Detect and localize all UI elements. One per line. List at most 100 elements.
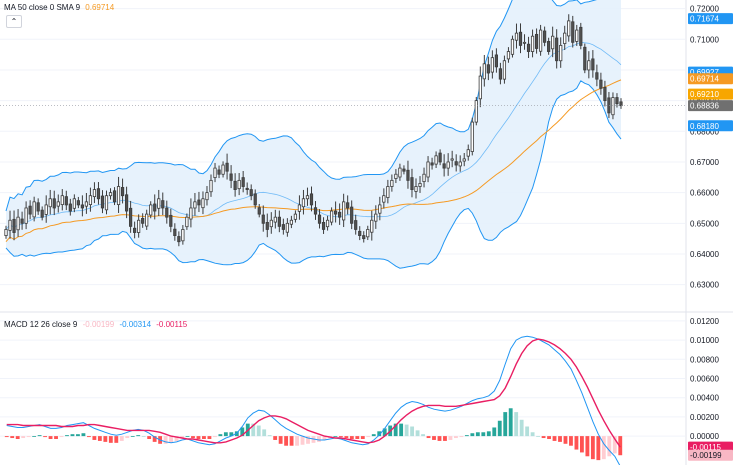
bollinger-upper-line <box>5 0 597 212</box>
macd-histogram-bar <box>569 436 573 446</box>
candle-body <box>518 31 523 46</box>
macd-histogram-bar <box>421 434 425 437</box>
macd-tick-label: 0.00600 <box>690 374 719 383</box>
candle-body <box>193 201 197 209</box>
price-badge-label: 0.69210 <box>690 90 719 99</box>
macd-histogram-bar <box>136 435 141 437</box>
macd-histogram-bar <box>355 436 360 439</box>
candle-body <box>269 219 273 228</box>
macd-histogram-bar <box>284 436 289 446</box>
candle-body <box>446 161 450 169</box>
candle-body <box>567 20 571 37</box>
macd-line <box>6 335 621 467</box>
macd-histogram-bar <box>377 431 382 437</box>
macd-histogram-bar <box>563 436 568 444</box>
macd-tick-label: 0.01200 <box>690 317 719 326</box>
macd-histogram-bar <box>536 436 541 437</box>
candle-body <box>474 100 478 123</box>
macd-histogram-bar <box>191 436 195 439</box>
macd-histogram-bar <box>508 408 513 437</box>
signal-line <box>6 338 621 448</box>
chevron-up-icon[interactable]: ⌃ <box>6 15 22 28</box>
macd-histogram-bar <box>119 436 124 441</box>
candle-body <box>486 64 490 74</box>
candle-body <box>165 207 169 218</box>
candle-body <box>137 219 141 233</box>
macd-legend: MACD 12 26 close 9 -0.00199 -0.00314 -0.… <box>4 320 190 329</box>
macd-histogram-bar <box>382 428 387 437</box>
macd-histogram-bar <box>322 436 327 440</box>
candle-body <box>161 200 165 209</box>
macd-histogram-bar <box>552 436 557 441</box>
price-badge <box>688 13 733 25</box>
candle-body <box>595 72 599 80</box>
candle-body <box>378 204 382 214</box>
candle-body <box>607 97 611 114</box>
candle-body <box>285 222 289 233</box>
price-tick-label: 0.63000 <box>690 281 719 290</box>
candle-body <box>173 228 177 236</box>
macd-histogram-bar <box>267 435 272 437</box>
macd-histogram-bar <box>76 434 80 437</box>
candle-body <box>12 218 16 233</box>
candle-body <box>338 211 342 218</box>
candle-body <box>611 97 615 116</box>
price-tick-label: 0.72000 <box>690 5 719 14</box>
candle-body <box>249 189 253 197</box>
candle-body <box>382 195 386 203</box>
macd-badge <box>688 449 733 461</box>
candle-body <box>64 196 68 206</box>
candle-body <box>273 216 277 223</box>
price-badge <box>688 73 733 85</box>
candle-body <box>52 198 56 209</box>
macd-histogram-bar <box>333 436 338 437</box>
main-legend-value: 0.69714 <box>85 3 115 12</box>
candle-body <box>133 227 137 233</box>
candle-body <box>153 203 157 212</box>
candle-body <box>96 188 101 200</box>
macd-histogram-bar <box>81 433 86 437</box>
candle-body <box>506 51 511 60</box>
macd-tick-label: 0.00200 <box>690 413 719 422</box>
candle-body <box>84 201 89 207</box>
macd-histogram-bar <box>256 425 261 437</box>
macd-histogram-bar <box>48 436 53 439</box>
candle-body <box>321 221 326 230</box>
candle-body <box>245 187 249 190</box>
candle-body <box>209 179 213 193</box>
candle-body <box>450 158 454 161</box>
macd-histogram-bar <box>360 436 365 439</box>
candle-body <box>24 207 28 224</box>
candle-body <box>462 158 466 162</box>
candle-body <box>265 221 269 230</box>
price-badge-label: 0.68180 <box>690 122 719 131</box>
macd-histogram-bar <box>141 436 146 437</box>
macd-histogram-bar <box>15 436 20 439</box>
macd-histogram-bar <box>618 436 623 456</box>
candle-body <box>157 198 161 209</box>
candle-body <box>309 193 314 206</box>
candle-body <box>221 164 225 175</box>
candle-body <box>587 60 591 71</box>
candle-body <box>418 183 422 187</box>
macd-tick-label: 0.01000 <box>690 336 719 345</box>
candle-body <box>60 195 64 206</box>
candle-body <box>386 186 390 198</box>
candle-body <box>490 57 494 73</box>
candle-body <box>422 173 426 183</box>
candle-body <box>547 41 551 52</box>
candle-body <box>414 186 418 192</box>
macd-histogram-bar <box>97 436 102 441</box>
candle-body <box>293 213 298 220</box>
macd-histogram-bar <box>229 432 234 437</box>
candle-body <box>346 202 350 209</box>
macd-histogram-bar <box>169 436 173 443</box>
candle-body <box>362 235 366 240</box>
candle-body <box>478 75 482 100</box>
candle-body <box>583 46 587 71</box>
candle-body <box>398 167 402 178</box>
macd-histogram-bar <box>262 429 267 437</box>
macd-histogram-bar <box>541 436 546 439</box>
